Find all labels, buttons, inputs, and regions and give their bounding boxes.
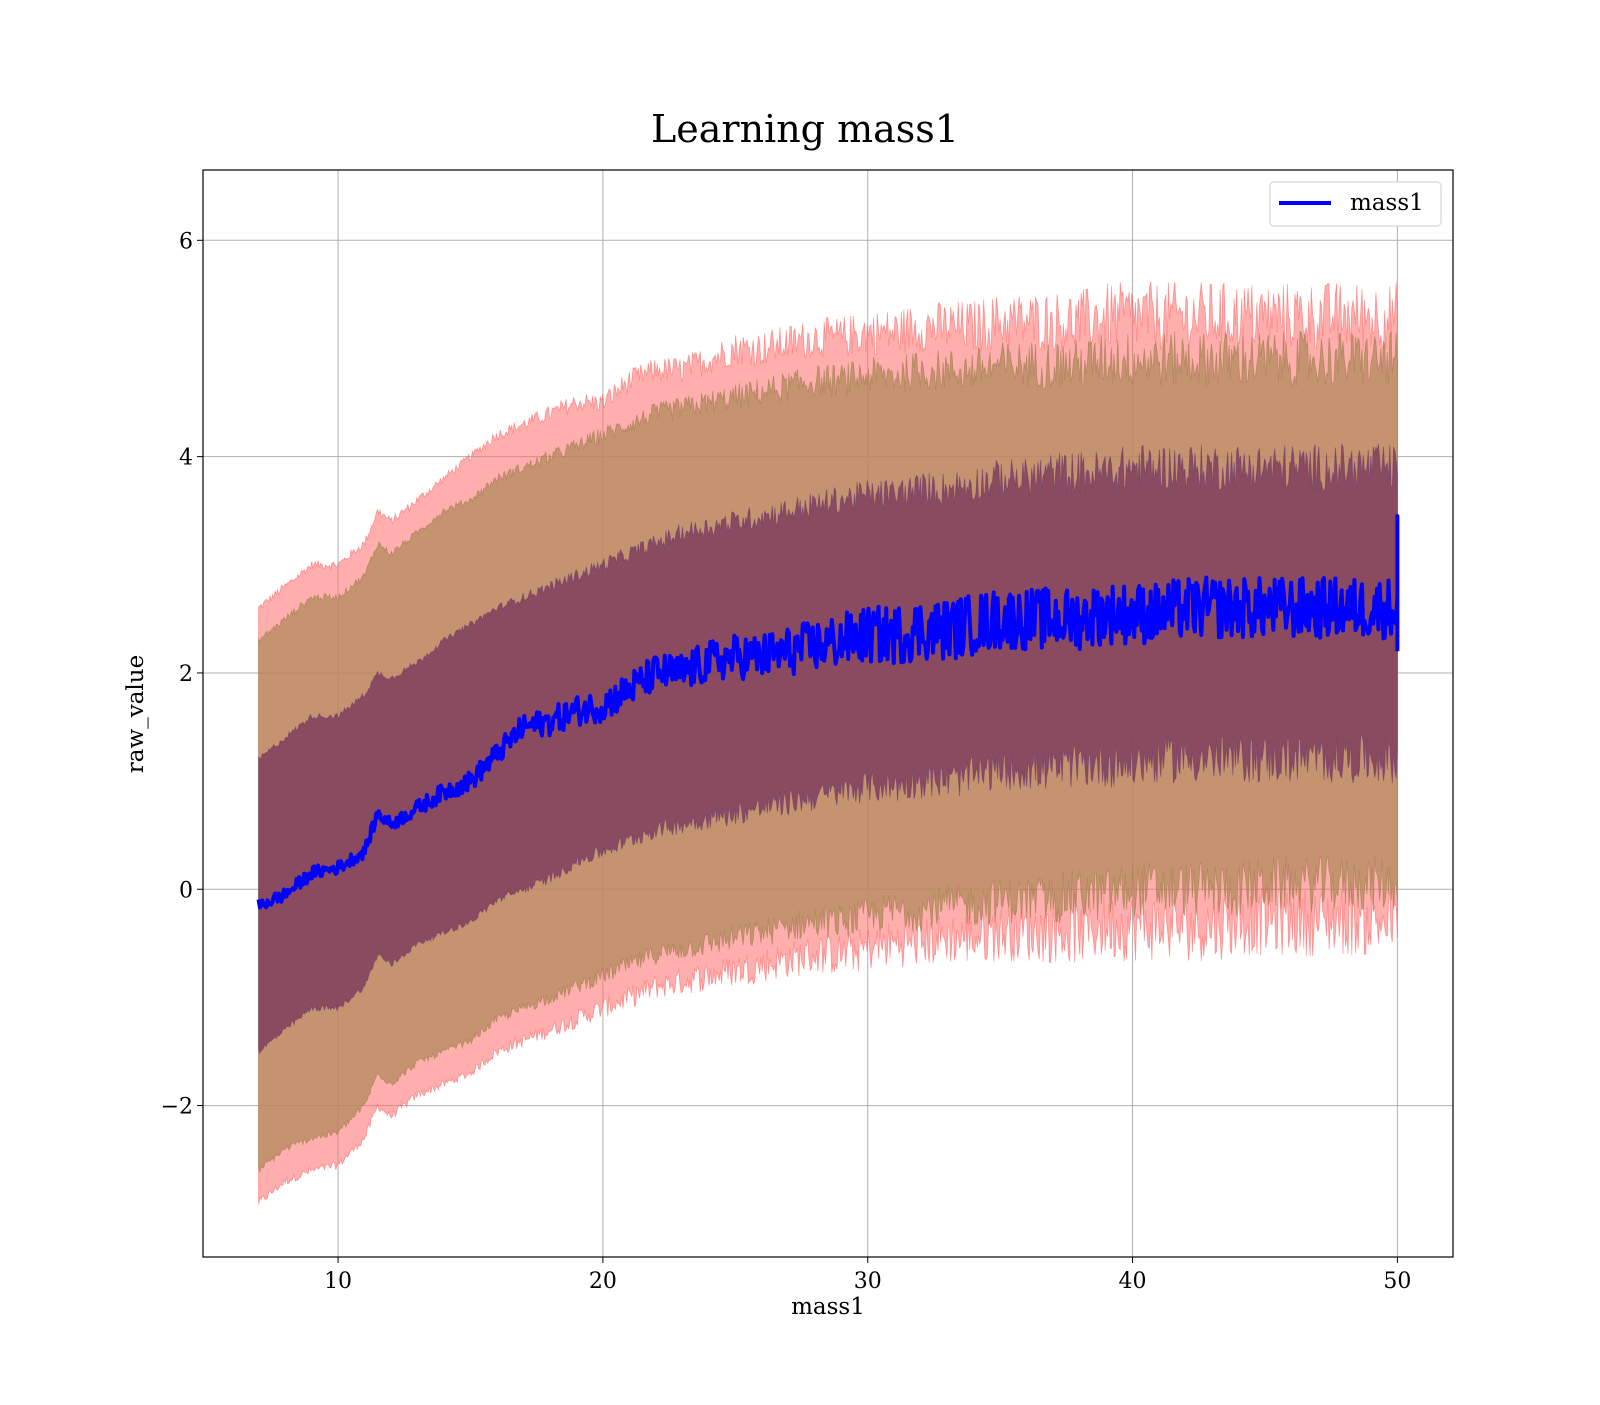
x-axis-label: mass1	[791, 1294, 865, 1320]
y-tick-label-4: 6	[179, 229, 193, 254]
x-tick-label-4: 50	[1383, 1269, 1411, 1294]
y-tick-label-2: 2	[179, 662, 193, 687]
legend-box	[1269, 181, 1442, 227]
y-axis-label: raw_value	[123, 655, 149, 773]
y-tick-label-0: −2	[161, 1095, 193, 1120]
legend-label-mass1: mass1	[1350, 190, 1424, 216]
x-tick-label-1: 20	[589, 1269, 617, 1294]
chart-title: Learning mass1	[651, 107, 959, 151]
y-tick-label-3: 4	[179, 446, 193, 471]
plot-frame	[202, 169, 1454, 1258]
y-tick-label-1: 0	[179, 878, 193, 903]
series-lines	[256, 514, 1400, 910]
x-tick-label-2: 30	[854, 1269, 882, 1294]
legend: mass1	[1269, 181, 1442, 227]
x-tick-label-3: 40	[1119, 1269, 1147, 1294]
series-line-mass1	[256, 514, 1400, 910]
x-tick-label-0: 10	[324, 1269, 352, 1294]
axis-ticks: 10 20 30 40 50 −2 0 2 4 6	[161, 229, 1412, 1294]
uncertainty-bands	[258, 281, 1398, 1205]
